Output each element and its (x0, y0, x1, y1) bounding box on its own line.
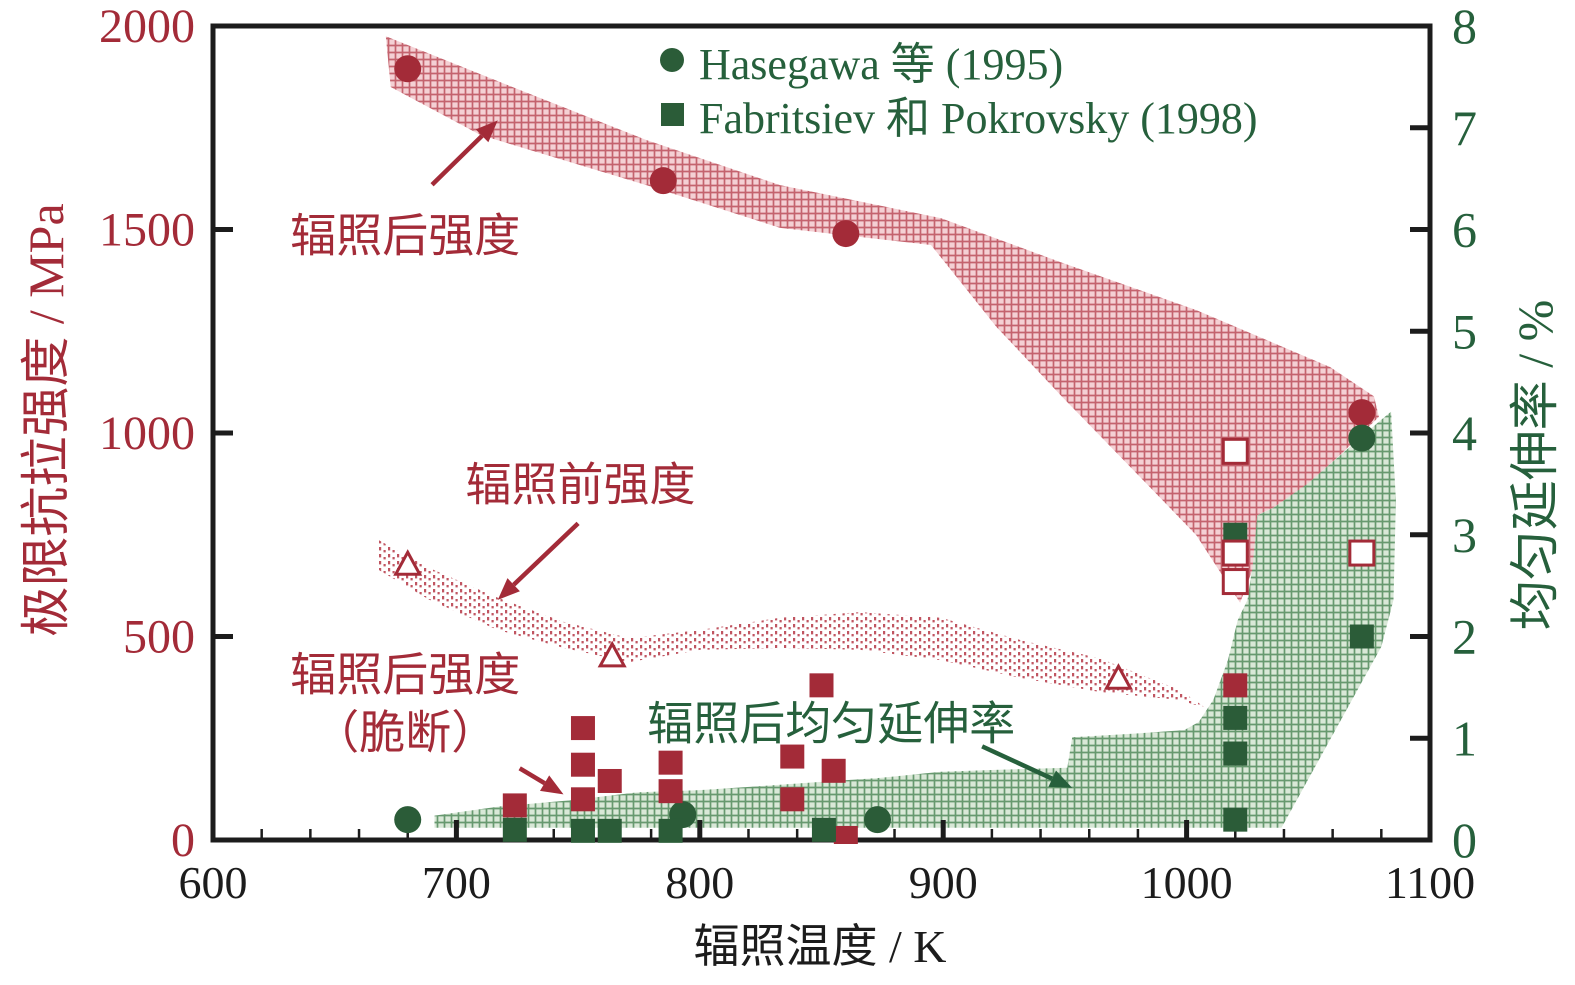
square-marker (1223, 741, 1248, 766)
legend-item-hasegawa: Hasegawa 等 (1995) (655, 34, 1258, 89)
y-right-tick-label: 1 (1452, 710, 1477, 766)
y-right-tick-label: 6 (1452, 202, 1477, 258)
label-post-irradiation-strength-brittle-arrow (518, 766, 546, 786)
label-pre-irradiation-strength-arrow (512, 521, 580, 587)
x-tick-label: 800 (665, 857, 734, 908)
x-tick-label: 600 (179, 857, 248, 908)
arrowhead-icon (497, 578, 520, 600)
square-marker (780, 787, 805, 812)
circle-marker (863, 806, 891, 834)
square-marker (780, 744, 805, 769)
y-left-tick-label: 1500 (99, 204, 195, 257)
square-marker (1348, 539, 1376, 567)
legend-item-fabritsiev: Fabritsiev 和 Pokrovsky (1998) (655, 88, 1258, 143)
y-right-axis-title: 均匀延伸率 / % (1507, 299, 1563, 631)
square-marker (502, 793, 527, 818)
square-marker (1349, 624, 1374, 649)
y-left-tick-label: 500 (123, 611, 195, 664)
label-post-irradiation-strength: 辐照后强度 (290, 211, 520, 262)
label-post-irradiation-strength-arrow (430, 134, 484, 187)
square-marker (658, 750, 683, 775)
square-marker (570, 716, 595, 741)
square-marker (502, 817, 527, 842)
x-axis-title: 辐照温度 / K (693, 921, 947, 972)
triangle-marker (1103, 663, 1133, 690)
square-marker (809, 673, 834, 698)
circle-marker (832, 220, 860, 248)
square-marker (1223, 673, 1248, 698)
circle-marker (649, 167, 677, 195)
y-right-tick-label: 8 (1452, 0, 1477, 54)
circle-icon (655, 48, 689, 72)
triangle-marker (393, 549, 423, 576)
triangle-marker (597, 640, 627, 668)
unirradiated-open-squares (1221, 437, 1376, 596)
square-marker (1221, 437, 1249, 465)
circle-marker (394, 55, 422, 83)
x-tick-label: 900 (909, 857, 978, 908)
pre-irradiation-strength-band (378, 540, 1207, 709)
post-irradiation-strength-band (385, 36, 1379, 603)
regions-layer (378, 36, 1396, 828)
fabritsiev-strength-after-irradiation (502, 673, 1248, 844)
label-post-irradiation-strength-brittle: 辐照后强度（脆断） (290, 649, 520, 758)
square-marker (570, 752, 595, 777)
label-pre-irradiation-strength: 辐照前强度 (466, 460, 696, 511)
arrowhead-icon (1048, 770, 1073, 788)
y-right-tick-label: 7 (1452, 100, 1477, 156)
square-marker (597, 768, 622, 793)
y-right-tick-label: 0 (1452, 812, 1477, 868)
circle-marker (394, 806, 422, 834)
square-marker (811, 817, 836, 842)
square-icon (655, 102, 689, 126)
legend-item-label: Hasegawa 等 (1995) (699, 40, 1064, 89)
square-marker (570, 787, 595, 812)
y-right-tick-label: 4 (1452, 405, 1477, 461)
square-marker (1223, 705, 1248, 730)
unirradiated-strength-triangles (393, 549, 1133, 690)
square-marker (1221, 568, 1249, 596)
x-tick-label: 1000 (1141, 857, 1233, 908)
y-left-tick-label: 2000 (99, 0, 195, 53)
square-marker (1221, 539, 1249, 567)
x-tick-label: 700 (422, 857, 491, 908)
y-left-tick-label: 1000 (99, 407, 195, 460)
square-marker (1223, 807, 1248, 832)
square-marker (833, 825, 858, 844)
square-marker (658, 818, 683, 843)
y-right-tick-label: 5 (1452, 303, 1477, 359)
square-marker (658, 779, 683, 804)
arrowhead-icon (539, 775, 564, 795)
x-tick-label: 1100 (1385, 857, 1475, 908)
label-post-irradiation-elongation-arrow (981, 744, 1054, 781)
legend: Hasegawa 等 (1995) Fabritsiev 和 Pokrovsky… (655, 34, 1258, 143)
y-right-tick-label: 3 (1452, 507, 1477, 563)
arrowhead-icon (475, 120, 498, 143)
y-left-axis-title: 极限抗拉强度 / MPa (18, 203, 74, 637)
square-marker (821, 758, 846, 783)
circle-marker (1348, 399, 1376, 427)
y-left-tick-label: 0 (171, 814, 195, 867)
square-marker (597, 818, 622, 843)
label-post-irradiation-elongation: 辐照后均匀延伸率 (647, 699, 1015, 750)
square-marker (570, 818, 595, 843)
legend-item-label: Fabritsiev 和 Pokrovsky (1998) (699, 94, 1258, 143)
axes-layer: 600 700 800 900 1000 110005001000150020000123… (99, 0, 1477, 908)
markers-layer (393, 55, 1376, 844)
y-right-tick-label: 2 (1452, 609, 1477, 665)
post-irradiation-elongation-region (434, 411, 1396, 828)
circle-marker (1348, 424, 1376, 452)
hasegawa-strength-after-irradiation (394, 55, 1376, 427)
